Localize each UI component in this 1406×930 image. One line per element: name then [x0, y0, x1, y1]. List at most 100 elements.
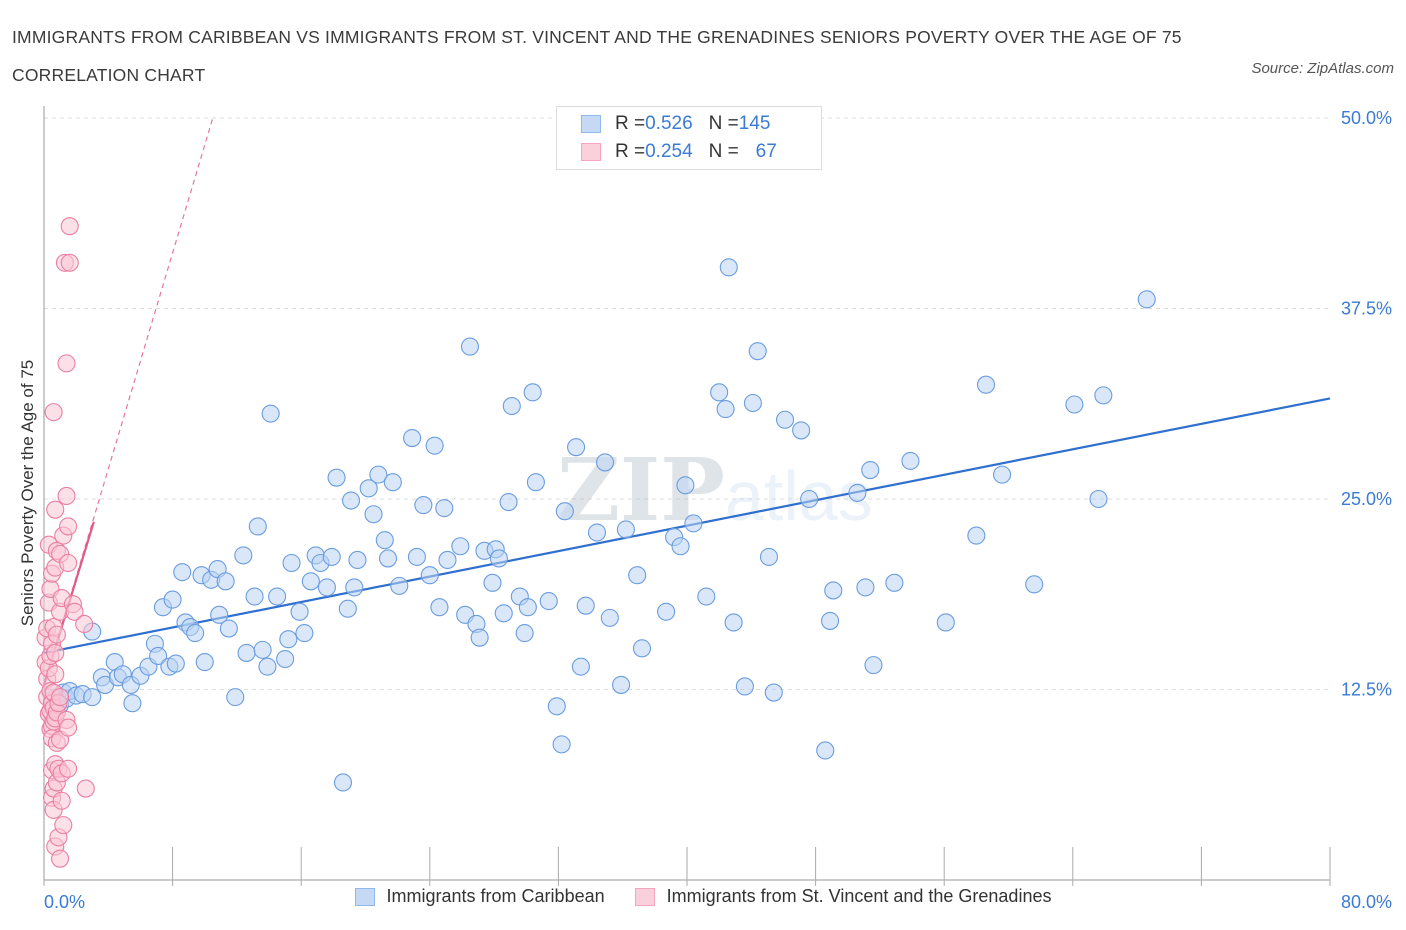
stvincent-point [57, 354, 76, 373]
x-tick-label: 80.0% [1341, 892, 1392, 912]
stvincent-point [47, 625, 66, 644]
caribbean-point [616, 520, 635, 539]
caribbean-point [234, 546, 253, 565]
caribbean-point [268, 587, 287, 606]
caribbean-point [555, 502, 574, 521]
n-value: 145 [738, 113, 771, 134]
caribbean-point [322, 547, 341, 566]
series-legend: Immigrants from Caribbean Immigrants fro… [0, 886, 1406, 907]
caribbean-point [671, 537, 690, 556]
caribbean-point [764, 683, 783, 702]
caribbean-point [571, 657, 590, 676]
caribbean-point [489, 549, 508, 568]
caribbean-point [494, 604, 513, 623]
caribbean-point [735, 677, 754, 696]
caribbean-point [345, 578, 364, 597]
caribbean-point [1137, 290, 1156, 309]
n-value: 67 [755, 141, 777, 162]
caribbean-point [149, 646, 168, 666]
caribbean-point [719, 258, 738, 277]
caribbean-point [901, 451, 920, 470]
caribbean-point [824, 581, 843, 600]
stvincent-point [57, 486, 76, 506]
caribbean-point [743, 393, 762, 413]
caribbean-point [792, 421, 811, 440]
y-tick-label: 25.0% [1341, 489, 1392, 509]
y-axis-label: Seniors Poverty Over the Age of 75 [18, 360, 37, 626]
caribbean-point [515, 624, 534, 643]
caribbean-point [348, 550, 367, 570]
caribbean-point [993, 465, 1012, 484]
caribbean-point [600, 608, 619, 627]
caribbean-point [295, 624, 314, 643]
caribbean-point [83, 688, 102, 707]
caribbean-point [219, 619, 238, 638]
caribbean-point [364, 505, 383, 524]
grid-lines [44, 117, 1330, 690]
r-value: 0.254 [645, 141, 693, 162]
caribbean-point [282, 553, 301, 573]
caribbean-point [390, 576, 409, 595]
caribbean-point [451, 537, 470, 556]
caribbean-point [816, 741, 835, 760]
caribbean-point [800, 489, 819, 509]
caribbean-point [420, 566, 439, 585]
y-tick-label: 37.5% [1341, 299, 1392, 319]
caribbean-point [338, 599, 357, 618]
stvincent-point [51, 849, 70, 868]
legend-swatch-caribbean [581, 115, 601, 133]
stvincent-point [44, 403, 63, 422]
caribbean-point [383, 473, 402, 492]
caribbean-point [261, 404, 280, 423]
caribbean-point [435, 499, 454, 518]
caribbean-point [290, 602, 309, 621]
caribbean-point [248, 517, 267, 536]
stvincent-point [65, 602, 84, 621]
legend-row-caribbean: R = 0.526 N = 145 [581, 110, 770, 138]
caribbean-point [848, 483, 867, 502]
caribbean-point [759, 547, 779, 566]
caribbean-point [976, 375, 996, 394]
caribbean-point [821, 611, 840, 630]
caribbean-point [864, 656, 883, 675]
caribbean-point [333, 773, 353, 792]
caribbean-point [216, 572, 235, 591]
legend-label-caribbean: Immigrants from Caribbean [386, 886, 605, 906]
caribbean-point [657, 602, 676, 621]
caribbean-point [166, 654, 185, 673]
caribbean-point [253, 640, 272, 659]
caribbean-point [195, 653, 214, 672]
caribbean-point [856, 578, 875, 597]
caribbean-point [403, 428, 422, 448]
caribbean-point [612, 675, 631, 694]
stvincent-point [75, 614, 94, 634]
r-value: 0.526 [645, 113, 693, 134]
caribbean-point [470, 628, 489, 647]
caribbean-point [676, 476, 695, 495]
stvincent-point [46, 643, 65, 662]
legend-swatch-stvincent [581, 143, 601, 161]
stvincent-point [54, 816, 73, 835]
caribbean-point [359, 479, 378, 498]
caribbean-point [438, 550, 457, 570]
axes [43, 106, 1331, 886]
caribbean-point [523, 383, 542, 402]
caribbean-point [1094, 386, 1113, 405]
caribbean-point [237, 643, 256, 662]
stvincent-point [59, 517, 78, 536]
caribbean-point [173, 563, 192, 582]
caribbean-point [518, 598, 537, 617]
caribbean-point [1089, 489, 1108, 509]
caribbean-point [378, 549, 398, 568]
r-label: R = [615, 113, 646, 134]
n-label: N = [708, 141, 739, 162]
legend-item-stvincent: Immigrants from St. Vincent and the Gren… [634, 886, 1051, 907]
caribbean-point [341, 491, 361, 510]
caribbean-point [123, 694, 142, 713]
caribbean-point [710, 383, 729, 402]
n-label: N = [708, 113, 739, 134]
caribbean-point [460, 337, 480, 356]
stvincent-point [59, 718, 78, 737]
caribbean-point [375, 531, 394, 550]
data-points [36, 217, 1156, 868]
